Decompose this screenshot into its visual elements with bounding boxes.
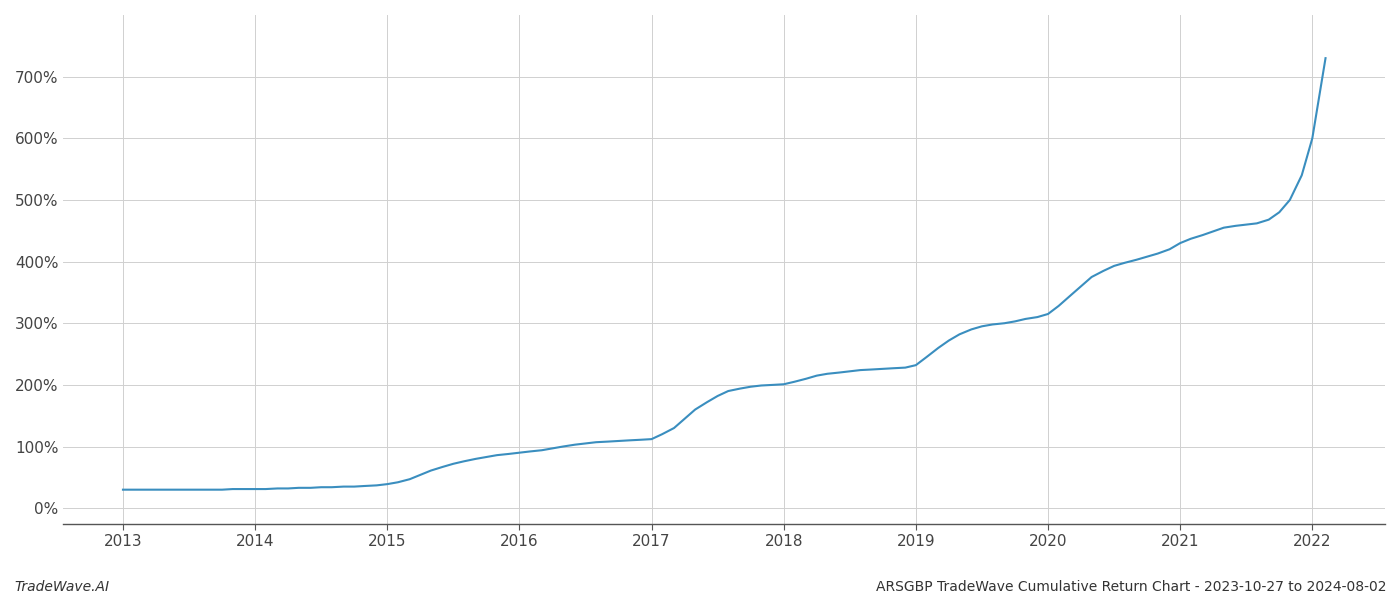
Text: TradeWave.AI: TradeWave.AI xyxy=(14,580,109,594)
Text: ARSGBP TradeWave Cumulative Return Chart - 2023-10-27 to 2024-08-02: ARSGBP TradeWave Cumulative Return Chart… xyxy=(875,580,1386,594)
